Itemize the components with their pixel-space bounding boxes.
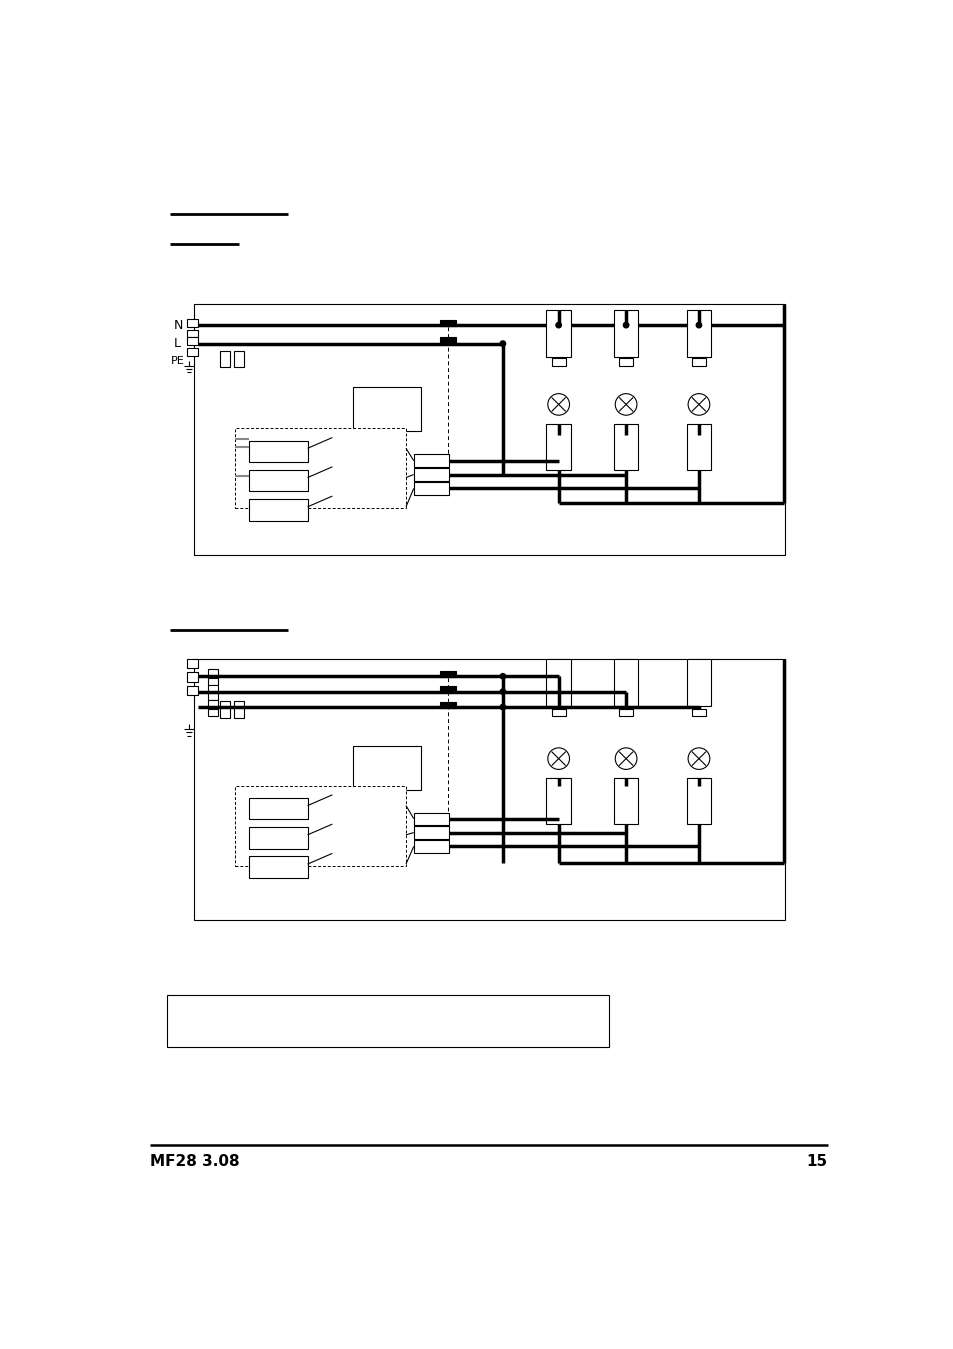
Bar: [249, 827, 307, 849]
Circle shape: [622, 322, 628, 328]
Bar: [235, 428, 406, 509]
Bar: [249, 499, 307, 521]
Bar: [613, 424, 638, 469]
Bar: [551, 359, 565, 366]
Bar: [546, 310, 571, 356]
Bar: [414, 812, 449, 824]
Bar: [167, 996, 608, 1047]
Bar: [691, 428, 705, 436]
Text: MF28 3.08: MF28 3.08: [150, 1153, 239, 1168]
Circle shape: [499, 704, 505, 710]
Bar: [187, 658, 198, 668]
Text: N: N: [173, 318, 183, 332]
Bar: [233, 351, 244, 367]
Bar: [439, 701, 456, 708]
Bar: [187, 687, 198, 696]
Bar: [208, 677, 217, 685]
Bar: [353, 387, 421, 432]
Bar: [249, 857, 307, 878]
Text: PE: PE: [171, 356, 184, 366]
Circle shape: [687, 394, 709, 415]
Bar: [618, 708, 633, 716]
Bar: [208, 685, 217, 692]
Bar: [618, 428, 633, 436]
Bar: [618, 778, 633, 785]
Bar: [613, 778, 638, 824]
Bar: [439, 337, 456, 344]
Circle shape: [547, 747, 569, 769]
Circle shape: [499, 673, 505, 679]
Bar: [208, 669, 217, 676]
Circle shape: [687, 747, 709, 769]
Bar: [187, 329, 198, 337]
Bar: [439, 687, 456, 692]
Bar: [233, 701, 244, 718]
Bar: [235, 785, 406, 866]
Bar: [249, 441, 307, 463]
Circle shape: [499, 689, 505, 695]
Bar: [686, 778, 711, 824]
Bar: [208, 708, 217, 715]
Bar: [686, 310, 711, 356]
Bar: [187, 672, 198, 681]
Circle shape: [696, 322, 700, 328]
Circle shape: [547, 394, 569, 415]
Bar: [220, 351, 230, 367]
Bar: [551, 708, 565, 716]
Bar: [551, 778, 565, 785]
Circle shape: [556, 322, 560, 328]
Bar: [414, 482, 449, 495]
Circle shape: [615, 747, 637, 769]
Bar: [551, 428, 565, 436]
Bar: [691, 708, 705, 716]
Bar: [249, 797, 307, 819]
Bar: [414, 827, 449, 839]
Bar: [686, 658, 711, 707]
Bar: [613, 658, 638, 707]
Bar: [439, 670, 456, 677]
Bar: [613, 310, 638, 356]
Bar: [414, 468, 449, 480]
Bar: [187, 337, 198, 345]
Bar: [194, 658, 784, 920]
Bar: [546, 658, 571, 707]
Bar: [546, 424, 571, 469]
Bar: [194, 305, 784, 554]
Bar: [546, 778, 571, 824]
Bar: [249, 469, 307, 491]
Bar: [439, 320, 456, 326]
Bar: [414, 455, 449, 467]
Bar: [187, 318, 198, 326]
Circle shape: [499, 341, 505, 347]
Bar: [208, 693, 217, 700]
Bar: [220, 701, 230, 718]
Bar: [691, 359, 705, 366]
Bar: [414, 840, 449, 853]
Bar: [618, 359, 633, 366]
Circle shape: [615, 394, 637, 415]
Text: L: L: [173, 337, 180, 351]
Bar: [691, 778, 705, 785]
Text: 15: 15: [805, 1153, 827, 1168]
Bar: [353, 746, 421, 791]
Bar: [187, 348, 198, 356]
Bar: [686, 424, 711, 469]
Bar: [208, 700, 217, 707]
